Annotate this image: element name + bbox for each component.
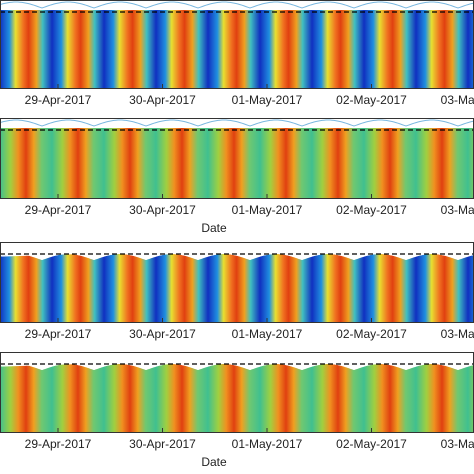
heatmap [0, 10, 474, 88]
surface-mask [0, 352, 474, 370]
heatmap [0, 362, 474, 432]
surface-line [0, 1, 474, 9]
x-tick-label: 01-May-2017 [232, 203, 303, 217]
x-tick-label: 03-May-2017 [441, 327, 474, 341]
x-tick-label: 30-Apr-2017 [129, 203, 196, 217]
x-tick-label: 29-Apr-2017 [25, 437, 92, 451]
x-tick-label: 30-Apr-2017 [129, 327, 196, 341]
x-tick-label: 29-Apr-2017 [25, 327, 92, 341]
heatmap [0, 252, 474, 322]
x-tick-label: 03-May-2017 [441, 93, 474, 107]
x-tick-label: 29-Apr-2017 [25, 203, 92, 217]
x-tick-label: 29-Apr-2017 [25, 93, 92, 107]
x-tick-label: 01-May-2017 [232, 327, 303, 341]
x-tick-label: 03-May-2017 [441, 203, 474, 217]
x-axis-label: Date [201, 455, 227, 469]
x-tick-label: 30-Apr-2017 [129, 93, 196, 107]
x-tick-label: 01-May-2017 [232, 93, 303, 107]
x-tick-label: 03-May-2017 [441, 437, 474, 451]
heatmap [0, 128, 474, 198]
surface-line [0, 119, 474, 127]
x-tick-label: 02-May-2017 [336, 203, 407, 217]
x-tick-label: 02-May-2017 [336, 327, 407, 341]
x-axis-label: Date [201, 221, 227, 235]
x-tick-label: 30-Apr-2017 [129, 437, 196, 451]
x-tick-label: 02-May-2017 [336, 437, 407, 451]
surface-mask [0, 242, 474, 260]
x-tick-label: 02-May-2017 [336, 93, 407, 107]
x-tick-label: 01-May-2017 [232, 437, 303, 451]
